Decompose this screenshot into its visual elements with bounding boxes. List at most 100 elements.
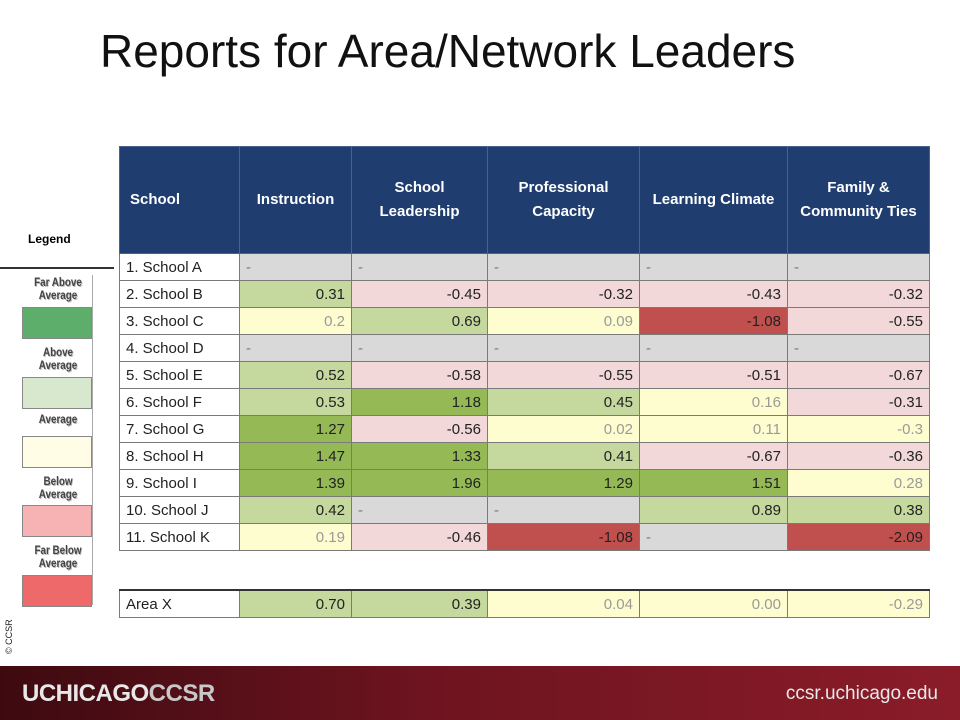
area-summary-table: Area X 0.70 0.39 0.04 0.00 -0.29 bbox=[119, 589, 930, 618]
score-cell: -1.08 bbox=[487, 523, 640, 551]
table-row: 10. School J 0.42- -0.89 0.38 bbox=[119, 496, 930, 524]
legend-label-far-above: Far Above Average bbox=[34, 275, 82, 302]
score-cell: 0.11 bbox=[639, 415, 788, 443]
score-cell: 0.38 bbox=[787, 496, 930, 524]
score-cell: - bbox=[639, 523, 788, 551]
score-cell: 1.39 bbox=[239, 469, 352, 497]
score-cell: 1.27 bbox=[239, 415, 352, 443]
school-scores-table: School Instruction School Leadership Pro… bbox=[119, 146, 930, 551]
legend-swatch-average bbox=[22, 436, 92, 468]
footer-url: ccsr.uchicago.edu bbox=[785, 683, 938, 704]
score-cell: 0.00 bbox=[639, 589, 788, 618]
table-row: 6. School F 0.53 1.18 0.45 0.16 -0.31 bbox=[119, 388, 930, 416]
score-cell: 0.70 bbox=[239, 589, 352, 618]
score-cell: -0.67 bbox=[787, 361, 930, 389]
header-school: School bbox=[119, 146, 240, 254]
page-title: Reports for Area/Network Leaders bbox=[100, 25, 796, 77]
score-cell: -0.46 bbox=[351, 523, 488, 551]
header-family-community-ties: Family & Community Ties bbox=[787, 146, 930, 254]
table-row: 11. School K 0.19 -0.46 -1.08- -2.09 bbox=[119, 523, 930, 551]
score-cell: - bbox=[351, 253, 488, 281]
score-cell: - bbox=[351, 496, 488, 524]
score-cell: -0.55 bbox=[487, 361, 640, 389]
legend-label-above: Above Average bbox=[38, 345, 78, 372]
score-cell: 1.33 bbox=[351, 442, 488, 470]
score-cell: 0.28 bbox=[787, 469, 930, 497]
header-instruction: Instruction bbox=[239, 146, 352, 254]
table-row: 8. School H 1.47 1.33 0.41 -0.67 -0.36 bbox=[119, 442, 930, 470]
table-row: 1. School A----- bbox=[119, 253, 930, 281]
score-cell: -0.29 bbox=[787, 589, 930, 618]
table-header-row: School Instruction School Leadership Pro… bbox=[119, 146, 930, 254]
score-cell: - bbox=[239, 253, 352, 281]
score-cell: -0.31 bbox=[787, 388, 930, 416]
score-cell: - bbox=[351, 334, 488, 362]
score-cell: -0.67 bbox=[639, 442, 788, 470]
score-cell: - bbox=[787, 253, 930, 281]
logo-main-text: UCHICAGO bbox=[22, 680, 149, 707]
legend-swatch-far-above bbox=[22, 307, 92, 339]
score-cell: -0.58 bbox=[351, 361, 488, 389]
header-professional-capacity: Professional Capacity bbox=[487, 146, 640, 254]
header-school-leadership: School Leadership bbox=[351, 146, 488, 254]
legend-swatch-far-below bbox=[22, 575, 92, 607]
table-row: 4. School D----- bbox=[119, 334, 930, 362]
score-cell: - bbox=[487, 253, 640, 281]
legend-label-below: Below Average bbox=[38, 474, 78, 501]
school-name-cell: 9. School I bbox=[119, 469, 240, 497]
score-cell: 1.18 bbox=[351, 388, 488, 416]
school-name-cell: 10. School J bbox=[119, 496, 240, 524]
score-cell: -0.51 bbox=[639, 361, 788, 389]
school-name-cell: 5. School E bbox=[119, 361, 240, 389]
score-cell: 0.19 bbox=[239, 523, 352, 551]
uchicago-ccsr-logo: UCHICAGOCCSR bbox=[22, 680, 215, 708]
score-cell: -0.32 bbox=[787, 280, 930, 308]
legend-label-average: Average bbox=[38, 412, 78, 426]
legend-label-far-below: Far Below Average bbox=[34, 543, 82, 570]
score-cell: 0.89 bbox=[639, 496, 788, 524]
score-cell: 0.39 bbox=[351, 589, 488, 618]
score-cell: 1.29 bbox=[487, 469, 640, 497]
score-cell: 1.96 bbox=[351, 469, 488, 497]
legend-title: Legend bbox=[28, 232, 71, 246]
score-cell: - bbox=[239, 334, 352, 362]
score-cell: 0.52 bbox=[239, 361, 352, 389]
table-row: 3. School C 0.2 0.69 0.09 -1.08 -0.55 bbox=[119, 307, 930, 335]
score-cell: -0.43 bbox=[639, 280, 788, 308]
legend-swatch-below bbox=[22, 505, 92, 537]
summary-row: Area X 0.70 0.39 0.04 0.00 -0.29 bbox=[119, 589, 930, 618]
score-cell: - bbox=[487, 496, 640, 524]
score-cell: 0.2 bbox=[239, 307, 352, 335]
score-cell: 0.09 bbox=[487, 307, 640, 335]
copyright-notice: © CCSR bbox=[4, 619, 14, 654]
score-cell: -0.55 bbox=[787, 307, 930, 335]
school-name-cell: Area X bbox=[119, 589, 240, 618]
score-cell: - bbox=[487, 334, 640, 362]
score-cell: 0.31 bbox=[239, 280, 352, 308]
score-cell: - bbox=[639, 253, 788, 281]
score-cell: 1.51 bbox=[639, 469, 788, 497]
legend-swatch-above bbox=[22, 377, 92, 409]
score-cell: 0.16 bbox=[639, 388, 788, 416]
score-cell: -2.09 bbox=[787, 523, 930, 551]
score-cell: -1.08 bbox=[639, 307, 788, 335]
table-row: 7. School G 1.27 -0.56 0.02 0.11 -0.3 bbox=[119, 415, 930, 443]
score-cell: -0.45 bbox=[351, 280, 488, 308]
school-name-cell: 3. School C bbox=[119, 307, 240, 335]
school-name-cell: 4. School D bbox=[119, 334, 240, 362]
score-cell: 0.41 bbox=[487, 442, 640, 470]
score-cell: 1.47 bbox=[239, 442, 352, 470]
table-row: 5. School E 0.52 -0.58 -0.55 -0.51 -0.67 bbox=[119, 361, 930, 389]
score-cell: -0.32 bbox=[487, 280, 640, 308]
score-cell: 0.04 bbox=[487, 589, 640, 618]
school-name-cell: 7. School G bbox=[119, 415, 240, 443]
score-cell: 0.02 bbox=[487, 415, 640, 443]
score-cell: - bbox=[639, 334, 788, 362]
school-name-cell: 11. School K bbox=[119, 523, 240, 551]
score-cell: 0.69 bbox=[351, 307, 488, 335]
table-row: 9. School I 1.39 1.96 1.29 1.51 0.28 bbox=[119, 469, 930, 497]
school-name-cell: 2. School B bbox=[119, 280, 240, 308]
table-row: 2. School B 0.31 -0.45 -0.32 -0.43 -0.32 bbox=[119, 280, 930, 308]
score-cell: 0.45 bbox=[487, 388, 640, 416]
school-name-cell: 8. School H bbox=[119, 442, 240, 470]
